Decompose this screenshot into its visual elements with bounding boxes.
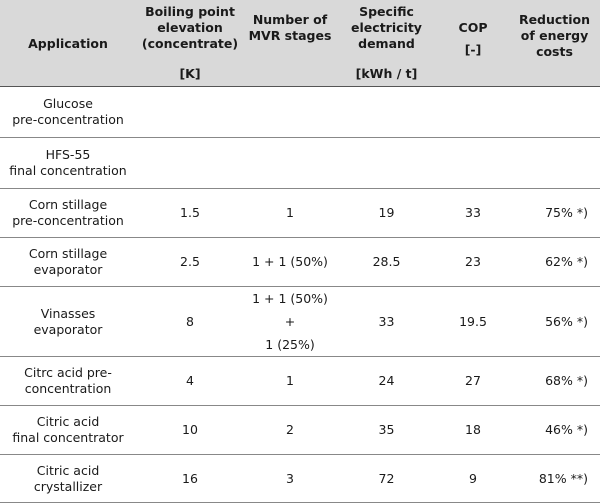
cell-bpe — [136, 86, 244, 138]
cell-application: HFS-55 final concentration — [0, 137, 136, 189]
header-cop: COP [-] — [437, 0, 509, 87]
cell-electricity: 28.5 — [336, 237, 437, 287]
cell-electricity: 19 — [336, 188, 437, 238]
cell-application: Vinasses evaporator — [0, 286, 136, 357]
cell-application: Citric acid crystallizer — [0, 454, 136, 503]
cell-stages: 1 — [244, 188, 336, 238]
header-electricity-demand: Specific electricity demand [kWh / t] — [336, 0, 437, 87]
cell-stages: 1 + 1 (50%) — [244, 237, 336, 287]
cell-reduction: 46% *) — [509, 405, 600, 455]
header-electricity-demand-unit: [kWh / t] — [355, 66, 418, 81]
cell-cop: 33 — [437, 188, 509, 238]
table-row: Glucose pre-concentration — [0, 86, 600, 138]
header-application-label: Application — [28, 36, 108, 51]
cell-reduction: 56% *) — [509, 286, 600, 357]
cell-bpe: 10 — [136, 405, 244, 455]
header-boiling-point-label: Boiling point elevation (concentrate) — [141, 4, 239, 51]
cell-application: Citrc acid pre- concentration — [0, 356, 136, 406]
table-row: Citrc acid pre- concentration 4 1 24 27 … — [0, 356, 600, 406]
header-cop-label: COP — [458, 20, 488, 35]
table-row: HFS-55 final concentration — [0, 137, 600, 189]
cell-electricity: 35 — [336, 405, 437, 455]
header-cop-unit: [-] — [464, 42, 482, 57]
cell-stages — [244, 86, 336, 138]
cell-electricity — [336, 86, 437, 138]
header-mvr-stages: Number of MVR stages — [244, 0, 336, 87]
cell-bpe: 16 — [136, 454, 244, 503]
header-electricity-demand-label: Specific electricity demand — [351, 4, 422, 51]
table-body: Glucose pre-concentration HFS-55 final c… — [0, 86, 600, 503]
cell-electricity — [336, 137, 437, 189]
cell-reduction — [509, 86, 600, 138]
header-boiling-point: Boiling point elevation (concentrate) [K] — [136, 0, 244, 87]
cell-electricity: 33 — [336, 286, 437, 357]
table-row: Vinasses evaporator 8 1 + 1 (50%) + 1 (2… — [0, 286, 600, 357]
cell-electricity: 72 — [336, 454, 437, 503]
cell-reduction: 62% *) — [509, 237, 600, 287]
cell-cop: 18 — [437, 405, 509, 455]
cell-application: Citric acid final concentrator — [0, 405, 136, 455]
header-reduction: Reduction of energy costs — [509, 0, 600, 87]
cell-bpe: 2.5 — [136, 237, 244, 287]
cell-cop — [437, 86, 509, 138]
cell-application: Glucose pre-concentration — [0, 86, 136, 138]
cell-reduction: 68% *) — [509, 356, 600, 406]
cell-cop: 19.5 — [437, 286, 509, 357]
cell-bpe: 1.5 — [136, 188, 244, 238]
cell-bpe — [136, 137, 244, 189]
cell-reduction: 81% **) — [509, 454, 600, 503]
header-mvr-stages-label: Number of MVR stages — [248, 12, 332, 43]
cell-application: Corn stillage evaporator — [0, 237, 136, 287]
cell-application: Corn stillage pre-concentration — [0, 188, 136, 238]
table-row: Corn stillage evaporator 2.5 1 + 1 (50%)… — [0, 237, 600, 287]
table-header: Application Boiling point elevation (con… — [0, 0, 600, 87]
cell-stages — [244, 137, 336, 189]
cell-bpe: 8 — [136, 286, 244, 357]
cell-stages: 3 — [244, 454, 336, 503]
cell-cop: 23 — [437, 237, 509, 287]
cell-stages: 1 + 1 (50%) + 1 (25%) — [244, 286, 336, 357]
cell-bpe: 4 — [136, 356, 244, 406]
cell-electricity: 24 — [336, 356, 437, 406]
cell-cop: 27 — [437, 356, 509, 406]
cell-stages: 2 — [244, 405, 336, 455]
cell-stages: 1 — [244, 356, 336, 406]
header-reduction-label: Reduction of energy costs — [518, 12, 591, 59]
table-row: Citric acid crystallizer 16 3 72 9 81% *… — [0, 454, 600, 503]
cell-reduction — [509, 137, 600, 189]
table-row: Citric acid final concentrator 10 2 35 1… — [0, 405, 600, 455]
cell-cop — [437, 137, 509, 189]
table-row: Corn stillage pre-concentration 1.5 1 19… — [0, 188, 600, 238]
cell-cop: 9 — [437, 454, 509, 503]
header-application: Application — [0, 0, 136, 87]
header-boiling-point-unit: [K] — [179, 66, 201, 81]
cell-reduction: 75% *) — [509, 188, 600, 238]
